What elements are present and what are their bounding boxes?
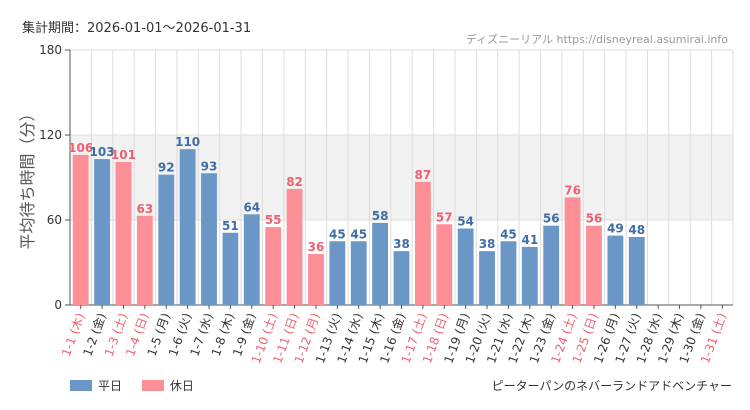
bar-value-label: 92 [158,161,175,175]
legend-weekday-label: 平日 [98,379,123,393]
bar-value-label: 87 [415,168,432,182]
legend-weekday[interactable]: 平日 [70,377,122,394]
bar-1-15 [372,222,389,305]
bar-1-19 [457,228,474,305]
attraction-name: ピーターパンのネバーランドアドベンチャー [491,379,732,393]
site-credit: ディズニーリアル https://disneyreal.asumirai.inf… [465,33,728,46]
bar-value-label: 36 [308,240,325,254]
y-tick-label: 60 [47,213,62,227]
bar-1-21 [500,241,517,305]
bar-1-3 [115,161,132,305]
bar-1-14 [350,241,367,305]
bar-value-label: 45 [329,227,346,241]
bar-1-10 [265,227,282,305]
bar-1-9 [243,214,260,305]
bar-1-8 [222,232,239,305]
bar-value-label: 56 [543,212,560,226]
y-tick-label: 0 [54,298,62,312]
legend-holiday-swatch [141,380,164,391]
bar-value-label: 56 [586,212,603,226]
bar-1-18 [436,224,453,305]
bar-value-label: 110 [175,135,200,149]
bar-value-label: 38 [479,237,496,251]
bar-1-22 [521,246,538,305]
bar-value-label: 106 [68,141,93,155]
bar-1-24 [564,197,581,305]
bar-1-27 [628,237,645,305]
bar-1-5 [158,174,175,305]
bar-value-label: 76 [564,183,581,197]
y-axis-title: 平均待ち時間（分） [18,105,37,249]
bar-1-16 [393,251,410,305]
bar-1-2 [94,159,110,305]
legend: 平日 休日 [70,377,210,394]
bar-value-label: 51 [222,219,239,233]
bar-1-1 [72,154,89,305]
bar-value-label: 82 [286,175,303,189]
y-tick-label: 120 [39,128,62,142]
bar-value-label: 57 [436,210,453,224]
bar-1-25 [586,225,602,305]
bar-value-label: 101 [111,148,136,162]
bar-value-label: 38 [393,237,410,251]
legend-weekday-swatch [70,380,92,391]
bar-value-label: 48 [628,223,645,237]
legend-holiday[interactable]: 休日 [141,377,194,394]
bar-value-label: 93 [201,159,218,173]
bar-1-6 [179,149,196,305]
bar-value-label: 41 [521,233,538,247]
bar-value-label: 64 [243,200,260,214]
legend-holiday-label: 休日 [169,379,194,393]
y-tick-label: 180 [39,43,62,57]
period-label: 集計期間：2026-01-01〜2026-01-31 [22,21,252,36]
bar-1-12 [308,254,324,305]
bar-1-7 [201,173,217,305]
bar-value-label: 55 [265,213,282,227]
bar-value-label: 58 [372,209,389,223]
bar-value-label: 54 [457,215,474,229]
bar-value-label: 45 [350,227,367,241]
bar-value-label: 45 [500,227,517,241]
bar-1-26 [607,235,624,305]
bar-value-label: 63 [137,202,154,216]
bar-1-17 [414,181,431,305]
bar-value-label: 49 [607,222,624,236]
bar-1-13 [329,241,346,305]
bar-1-20 [479,251,495,305]
bar-1-4 [136,215,153,305]
bar-1-23 [543,225,560,305]
bar-value-label: 103 [90,145,115,159]
bar-1-11 [286,188,303,305]
